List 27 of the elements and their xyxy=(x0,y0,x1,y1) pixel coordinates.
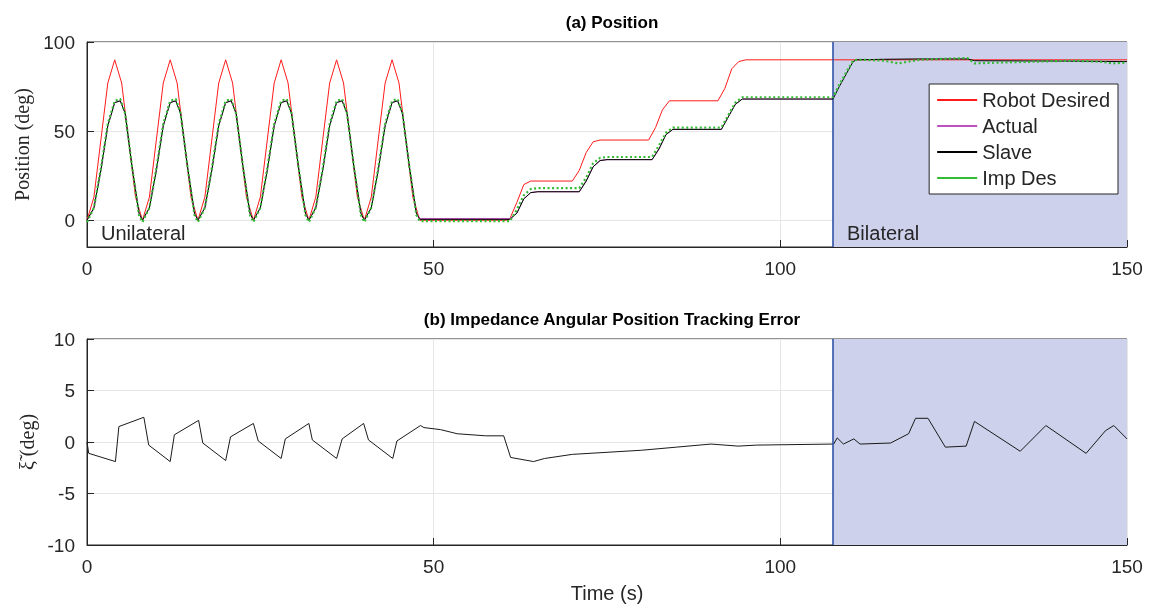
y-tick-label: 100 xyxy=(43,31,75,53)
y-tick-label: 5 xyxy=(64,380,75,401)
y-axis-title: Position (deg) xyxy=(11,88,35,201)
y-tick-label: 50 xyxy=(53,120,75,142)
x-tick-label: 150 xyxy=(1111,556,1143,577)
annotation: Bilateral xyxy=(847,222,920,244)
y-tick-label: 10 xyxy=(53,328,75,350)
y-axis-title: ξ̃ (deg) xyxy=(15,413,39,471)
annotation: Unilateral xyxy=(101,222,186,244)
y-tick-label: 0 xyxy=(64,209,75,231)
x-axis-title: Time (s) xyxy=(570,582,644,604)
chart-title: (a) Position xyxy=(565,13,659,32)
x-tick-label: 50 xyxy=(423,556,445,577)
x-tick-label: 0 xyxy=(81,556,93,577)
x-tick-label: 50 xyxy=(423,258,445,279)
y-tick-label: -10 xyxy=(47,534,75,556)
x-tick-label: 100 xyxy=(764,258,797,279)
y-tick-label: 0 xyxy=(64,431,75,453)
y-tick-label: -5 xyxy=(58,483,75,504)
chart-title: (b) Impedance Angular Position Tracking Error xyxy=(423,310,801,329)
legend-label: Imp Des xyxy=(982,167,1057,189)
legend-label: Actual xyxy=(982,115,1038,137)
x-tick-label: 150 xyxy=(1111,258,1143,279)
legend-label: Robot Desired xyxy=(982,89,1110,111)
legend-label: Slave xyxy=(982,141,1033,163)
x-tick-label: 100 xyxy=(764,556,797,577)
x-tick-label: 0 xyxy=(81,258,93,279)
